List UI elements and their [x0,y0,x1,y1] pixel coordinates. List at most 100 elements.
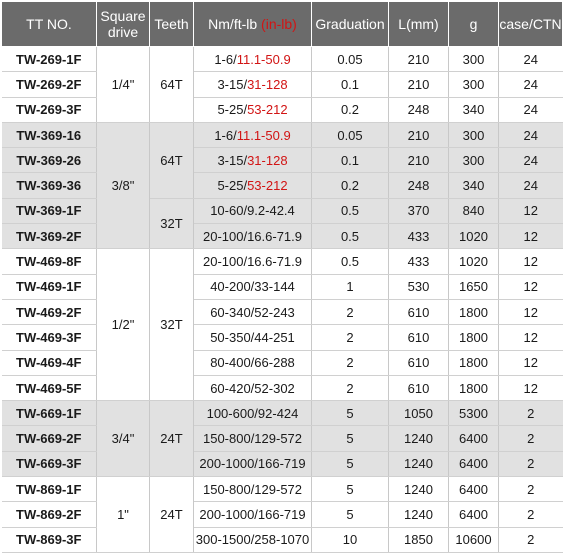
range-in-lb: 11.1-50.9 [236,51,291,67]
weight-cell: 6400 [448,451,499,478]
model-cell: TW-369-1F [1,198,97,225]
weight-cell: 300 [448,71,499,98]
weight-cell: 6400 [448,425,499,452]
weight-cell: 1020 [448,223,499,250]
graduation-cell: 5 [311,400,389,427]
graduation-cell: 0.2 [311,97,389,123]
case-cell: 2 [498,451,563,478]
table-row: TW-469-1F 40-200/33-144 1 530 1650 12 [1,274,563,300]
range-nm: 60-340/52-243 [210,304,295,320]
case-cell: 2 [498,527,563,553]
case-cell: 24 [498,71,563,98]
range-cell: 20-100/16.6-71.9 [193,248,312,275]
range-nm: 5-25/ [217,102,248,118]
table-body: TW-269-1F 1/4" 64T 1-6/11.1-50.9 0.05 210 300 2… [1,46,563,553]
graduation-cell: 5 [311,476,389,503]
case-cell: 2 [498,476,563,503]
graduation-cell: 10 [311,527,389,553]
length-cell: 1050 [388,400,449,427]
range-cell: 150-800/129-572 [193,425,312,452]
model-cell: TW-269-2F [1,71,97,98]
model-cell: TW-469-8F [1,248,97,275]
header-range-label: Nm/ft-lb [208,16,258,32]
case-cell: 2 [498,501,563,528]
weight-cell: 300 [448,147,499,174]
range-nm: 5-25/ [217,178,248,194]
teeth-cell: 64T [149,122,194,199]
range-cell: 300-1500/258-1070 [193,527,312,553]
range-cell: 1-6/11.1-50.9 [193,122,312,149]
model-cell: TW-469-4F [1,350,97,376]
table-row: TW-469-4F 80-400/66-288 2 610 1800 12 [1,350,563,376]
weight-cell: 1020 [448,248,499,275]
table-row: TW-269-3F 5-25/53-212 0.2 248 340 24 [1,97,563,123]
table-row: TW-269-1F 1/4" 64T 1-6/11.1-50.9 0.05 210 300 2… [1,46,563,123]
range-cell: 3-15/31-128 [193,147,312,174]
weight-cell: 10600 [448,527,499,553]
header-length: L(mm) [388,1,449,47]
length-cell: 1240 [388,451,449,478]
table-row: TW-669-1F 3/4" 24T 100-600/92-424 5 1050 5300 2 [1,400,563,478]
model-cell: TW-869-1F [1,476,97,503]
weight-cell: 5300 [448,400,499,427]
range-nm: 3-15/ [217,76,248,92]
case-cell: 12 [498,223,563,250]
range-cell: 10-60/9.2-42.4 [193,198,312,225]
header-graduation: Graduation [311,1,389,47]
header-range: Nm/ft-lb (in-lb) [193,1,312,47]
graduation-cell: 0.05 [311,46,389,73]
model-cell: TW-269-3F [1,97,97,123]
table-row: TW-869-3F 300-1500/258-1070 10 1850 10600 2 [1,527,563,553]
range-cell: 40-200/33-144 [193,274,312,300]
length-cell: 248 [388,97,449,123]
range-cell: 1-6/11.1-50.9 [193,46,312,73]
weight-cell: 1650 [448,274,499,300]
range-nm: 60-420/52-302 [210,380,295,396]
model-cell: TW-669-1F [1,400,97,427]
case-cell: 24 [498,122,563,149]
range-nm: 50-350/44-251 [210,329,295,345]
model-cell: TW-669-3F [1,451,97,478]
model-cell: TW-869-3F [1,527,97,553]
length-cell: 248 [388,172,449,199]
range-cell: 5-25/53-212 [193,97,312,123]
model-cell: TW-369-26 [1,147,97,174]
graduation-cell: 0.5 [311,198,389,225]
table-row: TW-469-2F 60-340/52-243 2 610 1800 12 [1,299,563,326]
length-cell: 1240 [388,425,449,452]
graduation-cell: 2 [311,299,389,326]
range-nm: 100-600/92-424 [206,405,299,421]
range-cell: 100-600/92-424 [193,400,312,427]
table-row: TW-669-3F 200-1000/166-719 5 1240 6400 2 [1,451,563,478]
case-cell: 12 [498,375,563,402]
table-row: TW-269-2F 3-15/31-128 0.1 210 300 24 [1,71,563,98]
table-row: TW-369-16 3/8" 64T 1-6/11.1-50.9 0.05 210 300 2… [1,122,563,250]
length-cell: 370 [388,198,449,225]
weight-cell: 1800 [448,375,499,402]
range-nm: 80-400/66-288 [210,355,295,371]
case-cell: 2 [498,400,563,427]
graduation-cell: 1 [311,274,389,300]
case-cell: 12 [498,350,563,376]
case-cell: 24 [498,172,563,199]
graduation-cell: 0.5 [311,248,389,275]
square-drive-cell: 3/8" [96,122,150,250]
range-nm: 3-15/ [217,152,248,168]
length-cell: 210 [388,71,449,98]
weight-cell: 340 [448,172,499,199]
case-cell: 24 [498,46,563,73]
header-weight: g [448,1,499,47]
square-drive-cell: 1" [96,476,150,553]
range-nm: 200-1000/166-719 [199,506,306,522]
header-teeth: Teeth [149,1,194,47]
range-nm: 1-6/ [214,127,237,143]
graduation-cell: 0.2 [311,172,389,199]
range-cell: 5-25/53-212 [193,172,312,199]
length-cell: 433 [388,223,449,250]
range-nm: 1-6/ [214,51,237,67]
range-in-lb: 11.1-50.9 [236,127,291,143]
table-row: TW-469-3F 50-350/44-251 2 610 1800 12 [1,324,563,351]
teeth-cell: 32T [149,248,194,402]
graduation-cell: 5 [311,501,389,528]
graduation-cell: 5 [311,425,389,452]
